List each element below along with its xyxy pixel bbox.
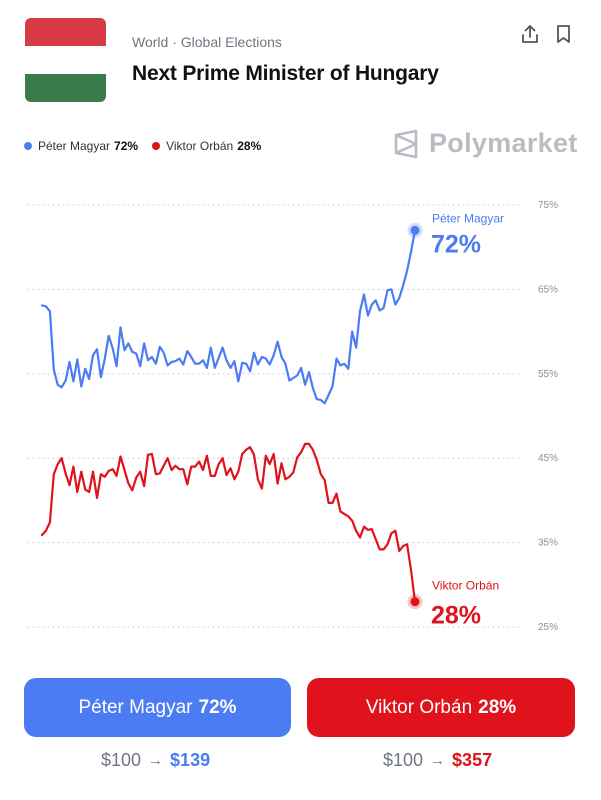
- flag-stripe-white: [25, 46, 106, 74]
- series-line-orban: [40, 442, 417, 603]
- end-label-name-orban: Viktor Orbán: [432, 579, 499, 593]
- buy-orban-label: Viktor Orbán: [365, 696, 473, 718]
- payout-orban: $100 → $357: [383, 750, 492, 771]
- legend-dot-orban: [152, 142, 161, 150]
- y-tick-label: 75%: [538, 200, 558, 211]
- chart-legend: Péter Magyar 72% Viktor Orbán 28%: [24, 139, 275, 153]
- buy-magyar-label: Péter Magyar: [78, 696, 193, 718]
- payout-orban-arrow: →: [430, 752, 446, 769]
- endpoint-dot-magyar: [410, 225, 420, 235]
- buy-magyar-pct: 72%: [198, 696, 237, 718]
- payout-magyar-return: $139: [170, 750, 211, 770]
- series-line-magyar: [40, 229, 417, 405]
- payout-orban-return: $357: [452, 750, 493, 770]
- share-button[interactable]: [519, 22, 541, 46]
- bookmark-button[interactable]: [552, 22, 574, 46]
- share-icon: [522, 25, 538, 43]
- y-tick-label: 35%: [538, 538, 558, 549]
- hungary-flag-image: [25, 18, 106, 102]
- legend-pct-magyar: 72%: [114, 139, 139, 153]
- y-tick-label: 55%: [538, 369, 558, 380]
- end-label-pct-orban: 28%: [431, 602, 481, 630]
- payout-magyar: $100 → $139: [101, 750, 210, 771]
- y-tick-label: 45%: [538, 453, 558, 464]
- buy-orban-pct: 28%: [478, 696, 517, 718]
- polymarket-logo: Polymarket: [391, 128, 578, 159]
- end-label-pct-magyar: 72%: [431, 230, 481, 258]
- payout-magyar-stake: $100: [101, 750, 142, 770]
- polymarket-logo-icon: [394, 129, 418, 158]
- probability-chart: 75% 65% 55% 45% 35% 25% Péter Magyar 72% Viktor…: [27, 200, 558, 633]
- flag-stripe-green: [25, 74, 106, 102]
- end-label-name-magyar: Péter Magyar: [432, 211, 504, 225]
- y-tick-label: 65%: [538, 284, 558, 295]
- payout-orban-stake: $100: [383, 750, 424, 770]
- legend-label-orban: Viktor Orbán: [166, 139, 234, 153]
- endpoint-dot-orban: [410, 597, 420, 607]
- breadcrumb[interactable]: World · Global Elections: [132, 34, 282, 50]
- buy-orban-button[interactable]: Viktor Orbán 28%: [307, 678, 575, 737]
- legend-pct-orban: 28%: [237, 139, 262, 153]
- page-title: Next Prime Minister of Hungary: [132, 62, 439, 85]
- flag-stripe-red: [25, 18, 106, 46]
- y-tick-label: 25%: [538, 622, 558, 633]
- payout-magyar-arrow: →: [148, 752, 164, 769]
- bookmark-icon: [556, 25, 570, 43]
- legend-dot-magyar: [24, 142, 32, 150]
- buy-magyar-button[interactable]: Péter Magyar 72%: [24, 678, 291, 737]
- legend-label-magyar: Péter Magyar: [38, 139, 111, 153]
- brand-name: Polymarket: [429, 128, 578, 158]
